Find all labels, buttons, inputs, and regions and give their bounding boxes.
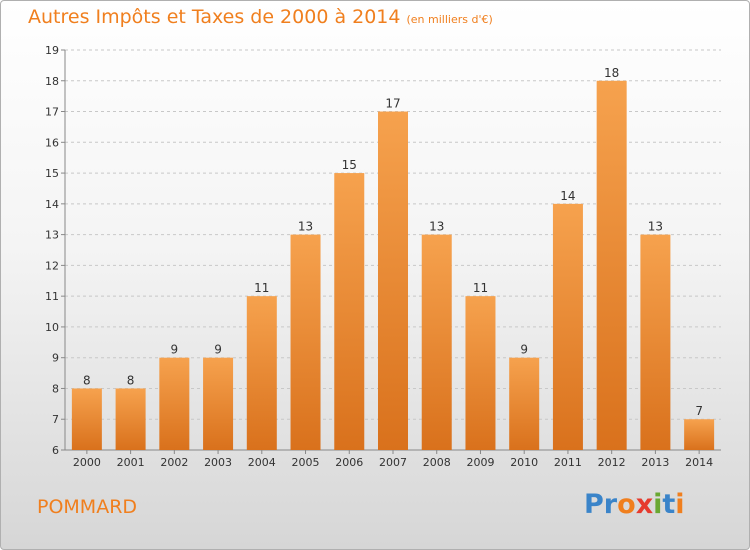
- bar: [684, 419, 715, 450]
- bar: [465, 296, 496, 450]
- bar: [509, 357, 540, 450]
- x-tick-label: 2001: [117, 456, 145, 469]
- y-tick-label: 13: [45, 229, 59, 242]
- y-tick-label: 12: [45, 259, 59, 272]
- logo-letter: x: [635, 489, 654, 520]
- x-tick-label: 2013: [641, 456, 669, 469]
- x-tick-label: 2002: [160, 456, 188, 469]
- logo-letter: P: [584, 489, 604, 520]
- x-tick-label: 2007: [379, 456, 407, 469]
- logo-letter: i: [653, 489, 663, 520]
- y-tick-label: 17: [45, 106, 59, 119]
- data-label: 13: [648, 220, 663, 234]
- y-tick-label: 10: [45, 321, 59, 334]
- bar: [334, 173, 365, 451]
- data-label: 9: [520, 343, 528, 357]
- bar: [115, 388, 146, 450]
- data-label: 15: [342, 158, 357, 172]
- data-label: 8: [127, 373, 135, 387]
- logo-letter: r: [603, 489, 618, 520]
- x-tick-label: 2005: [292, 456, 320, 469]
- proxiti-logo[interactable]: Proxiti: [584, 489, 685, 520]
- data-label: 13: [429, 220, 444, 234]
- y-tick-label: 9: [52, 352, 59, 365]
- x-tick-label: 2004: [248, 456, 276, 469]
- x-tick-label: 2012: [598, 456, 626, 469]
- bar: [552, 203, 583, 450]
- logo-letter: t: [662, 489, 676, 520]
- chart-title: Autres Impôts et Taxes de 2000 à 2014: [28, 6, 401, 28]
- data-label: 8: [83, 373, 91, 387]
- bar: [203, 357, 234, 450]
- data-label: 17: [385, 97, 400, 111]
- data-label: 14: [560, 189, 575, 203]
- bar: [596, 80, 627, 451]
- bar: [246, 296, 277, 450]
- bar: [159, 357, 190, 450]
- y-tick-label: 15: [45, 167, 59, 180]
- x-tick-label: 2010: [510, 456, 538, 469]
- bar: [290, 234, 321, 450]
- data-label: 13: [298, 220, 313, 234]
- x-tick-label: 2011: [554, 456, 582, 469]
- y-tick-label: 18: [45, 75, 59, 88]
- data-label: 18: [604, 66, 619, 80]
- data-label: 11: [473, 281, 488, 295]
- data-label: 9: [214, 343, 222, 357]
- commune-name: POMMARD: [37, 496, 138, 518]
- logo-letter: i: [675, 489, 685, 520]
- title-row: Autres Impôts et Taxes de 2000 à 2014 (en…: [28, 6, 493, 28]
- y-tick-label: 14: [45, 198, 59, 211]
- data-label: 7: [695, 404, 703, 418]
- y-tick-label: 7: [52, 413, 59, 426]
- x-tick-label: 2006: [335, 456, 363, 469]
- y-tick-label: 8: [52, 382, 59, 395]
- bar: [640, 234, 671, 450]
- bar: [378, 111, 408, 451]
- y-tick-label: 19: [45, 44, 59, 57]
- bar: [421, 234, 452, 450]
- data-label: 9: [171, 343, 179, 357]
- y-tick-label: 11: [45, 290, 59, 303]
- x-tick-label: 2014: [685, 456, 713, 469]
- y-tick-label: 16: [45, 136, 59, 149]
- logo-letter: o: [617, 489, 636, 520]
- x-tick-label: 2009: [466, 456, 494, 469]
- x-tick-label: 2008: [423, 456, 451, 469]
- x-tick-label: 2003: [204, 456, 232, 469]
- chart-subtitle: (en milliers d'€): [406, 13, 493, 26]
- y-tick-label: 6: [52, 444, 59, 457]
- bar: [71, 388, 102, 450]
- x-tick-label: 2000: [73, 456, 101, 469]
- data-label: 11: [254, 281, 269, 295]
